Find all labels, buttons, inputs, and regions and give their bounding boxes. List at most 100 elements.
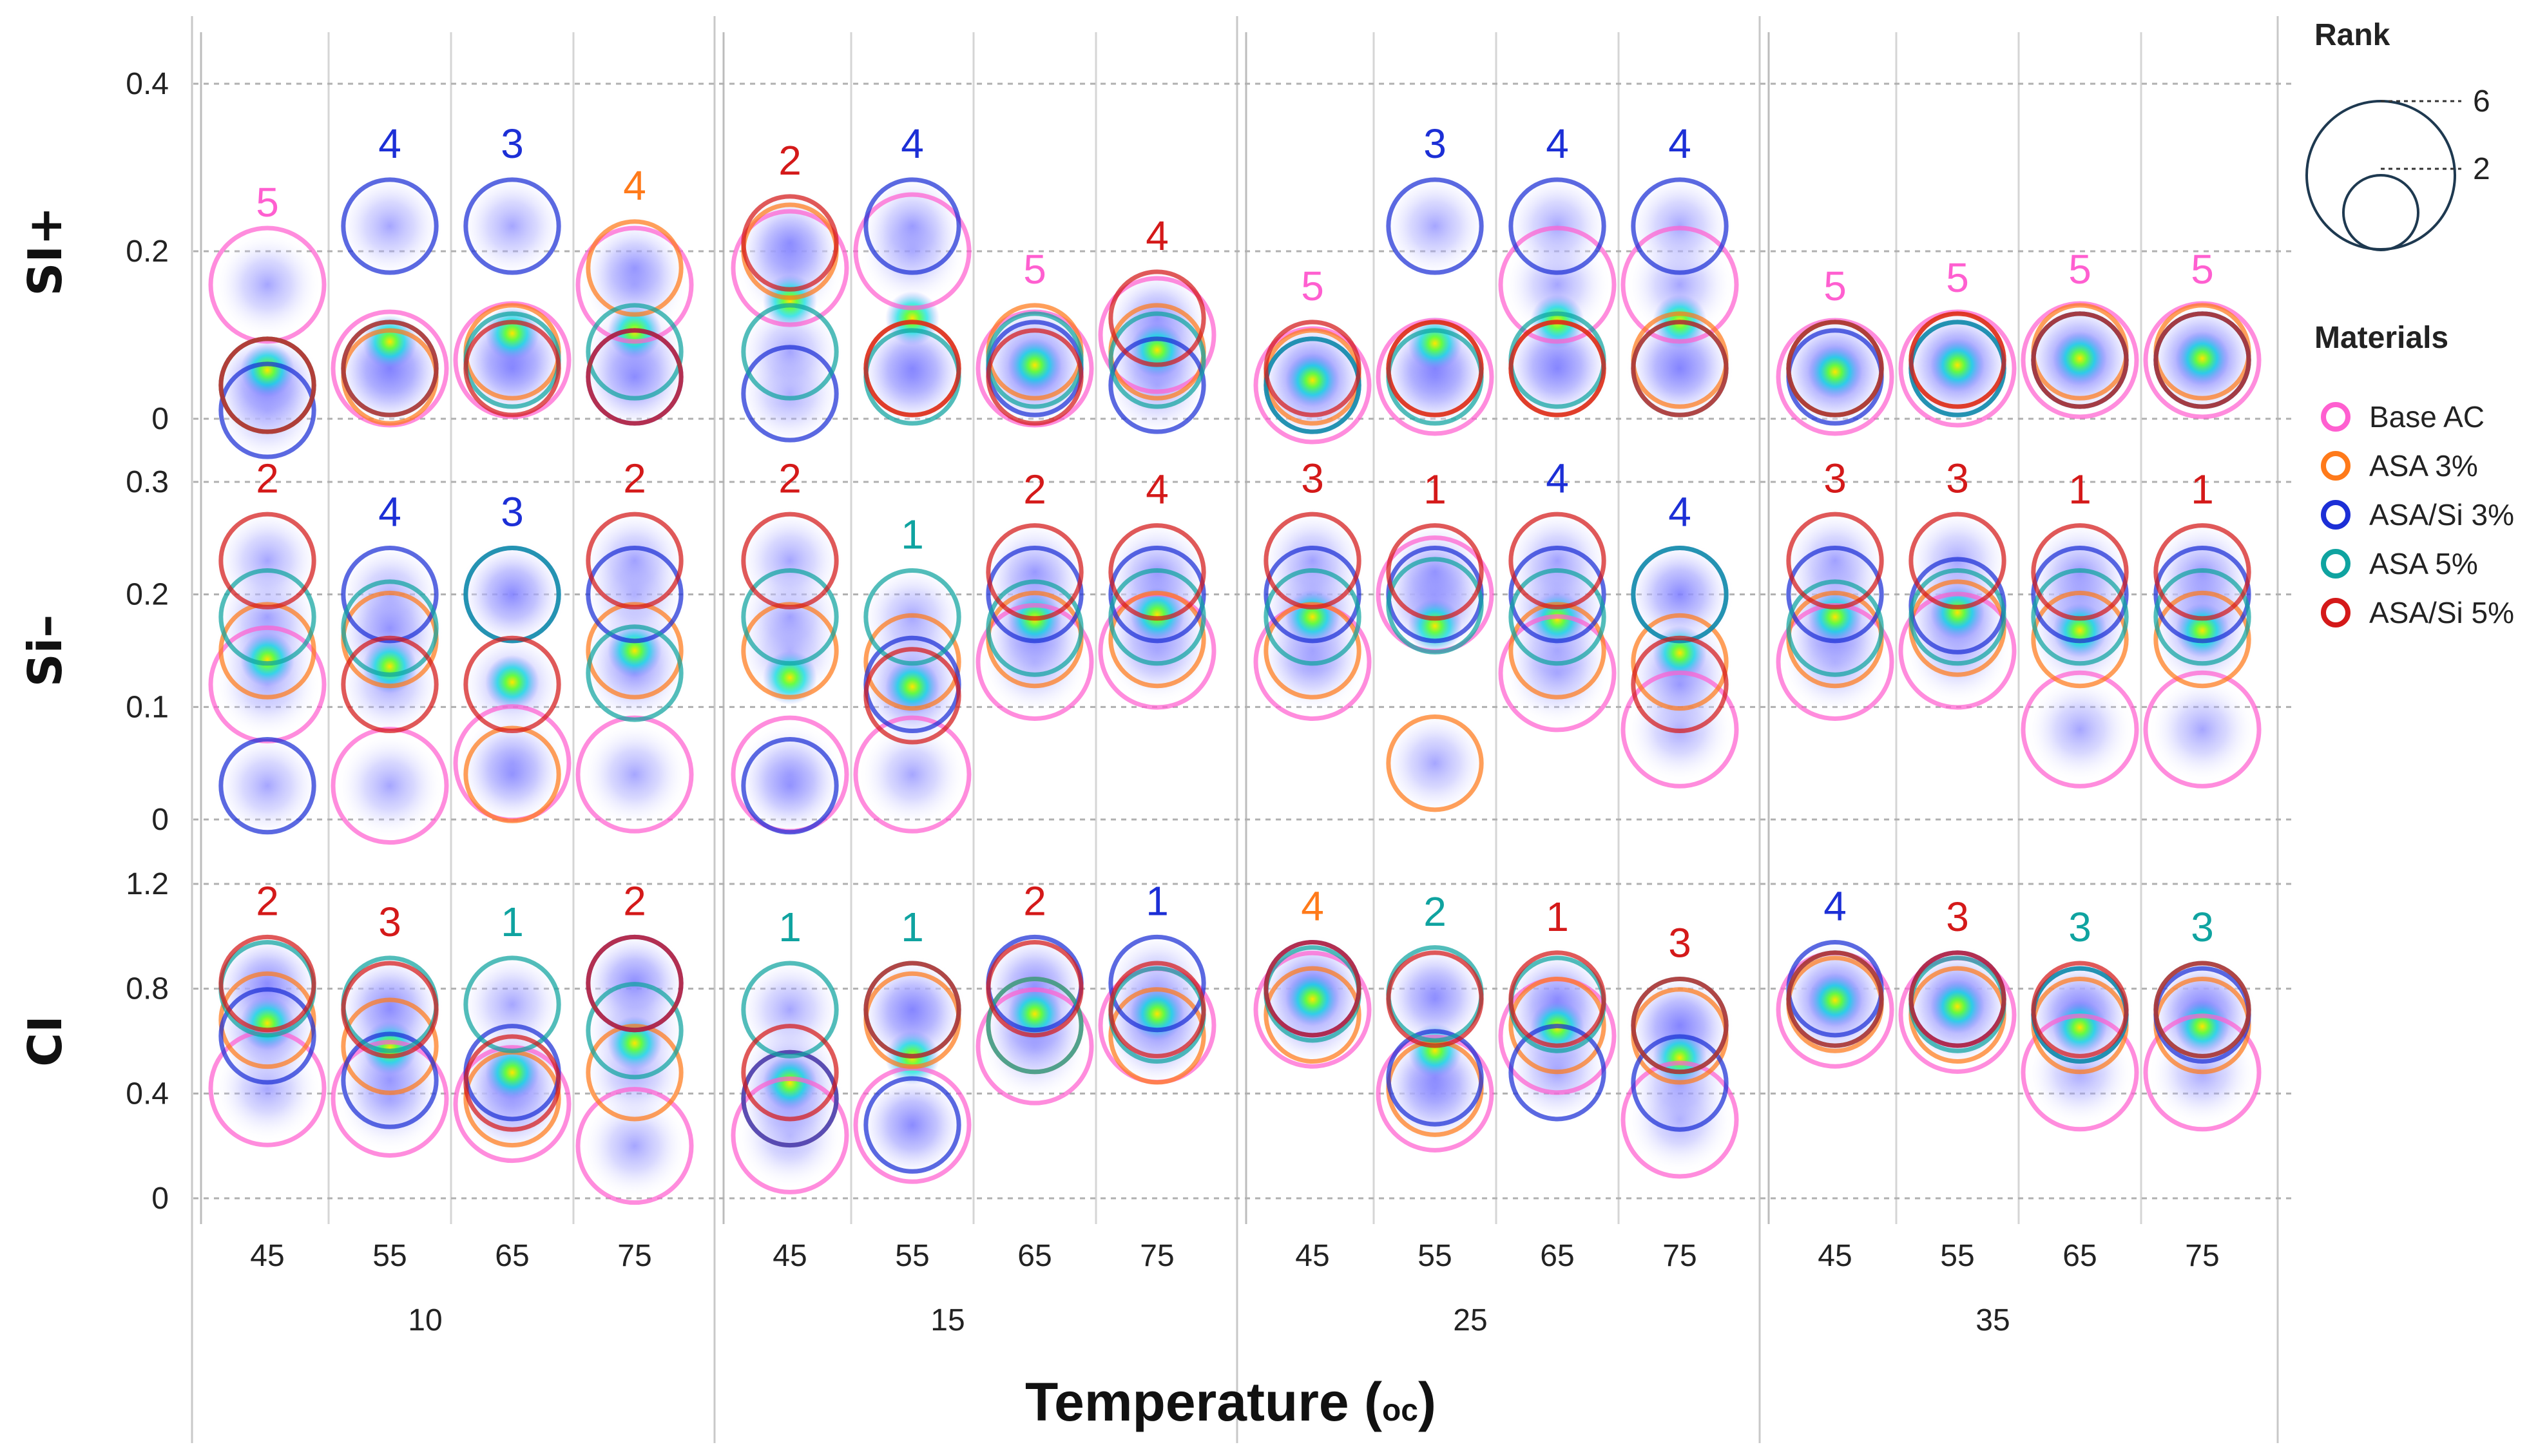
data-point-ring bbox=[2021, 1013, 2139, 1132]
data-point-ring bbox=[741, 736, 839, 835]
data-point-ring bbox=[741, 194, 839, 292]
rank-label: 2 bbox=[778, 455, 802, 501]
legend-material-label: ASA/Si 3% bbox=[2369, 498, 2514, 532]
data-point-ring bbox=[1508, 546, 1606, 644]
data-halo bbox=[336, 955, 444, 1064]
data-halo bbox=[213, 732, 322, 840]
data-point-ring bbox=[1508, 976, 1606, 1075]
legend-swatch bbox=[2321, 451, 2351, 481]
data-point-ring bbox=[741, 303, 839, 401]
legend-materials-title: Materials bbox=[2314, 321, 2448, 355]
data-hotspot bbox=[485, 1045, 539, 1100]
data-point-ring bbox=[2031, 568, 2129, 666]
rank-label: 2 bbox=[1023, 466, 1046, 513]
legend-swatch bbox=[2321, 402, 2351, 432]
data-point-ring bbox=[741, 568, 839, 666]
x-tick-label: 55 bbox=[372, 1239, 407, 1273]
rank-label: 4 bbox=[1668, 489, 1691, 535]
data-point-ring bbox=[586, 512, 684, 609]
rank-label: 1 bbox=[1546, 894, 1569, 940]
y-tick-label: 0.2 bbox=[126, 578, 169, 612]
data-point-ring bbox=[2143, 670, 2262, 789]
data-point-ring bbox=[2031, 590, 2129, 689]
x-tick-label: 55 bbox=[895, 1239, 929, 1273]
data-point-ring bbox=[1508, 177, 1606, 275]
data-hotspot bbox=[885, 291, 939, 345]
data-point-ring bbox=[463, 955, 561, 1053]
data-hotspot bbox=[763, 1056, 817, 1111]
data-point-ring bbox=[741, 345, 839, 443]
x-axis-title: Temperature (oc) bbox=[1025, 1372, 1436, 1432]
data-point-ring bbox=[731, 209, 849, 327]
data-point-ring bbox=[341, 579, 439, 677]
x-group-label: 35 bbox=[1976, 1303, 2010, 1337]
x-tick-label: 65 bbox=[1540, 1239, 1574, 1273]
data-point-ring bbox=[1386, 557, 1484, 655]
rank-label: 4 bbox=[623, 162, 646, 209]
data-point-ring bbox=[463, 1034, 561, 1132]
legend-material-label: ASA/Si 5% bbox=[2369, 596, 2514, 629]
rank-label: 3 bbox=[378, 899, 401, 945]
rank-label: 5 bbox=[1023, 246, 1046, 292]
data-hotspot bbox=[1130, 588, 1184, 642]
x-tick-label: 55 bbox=[1418, 1239, 1452, 1273]
data-point-ring bbox=[1108, 336, 1206, 434]
rank-label: 3 bbox=[1301, 455, 1324, 501]
data-point-ring bbox=[2031, 546, 2129, 644]
data-point-ring bbox=[1386, 950, 1484, 1048]
rank-label: 4 bbox=[901, 120, 924, 167]
data-point-ring bbox=[1498, 614, 1617, 733]
data-halo bbox=[736, 732, 844, 840]
data-point-ring bbox=[586, 1024, 684, 1122]
data-halo bbox=[458, 950, 566, 1058]
data-point-ring bbox=[1508, 1024, 1606, 1122]
data-point-ring bbox=[1264, 336, 1361, 434]
x-tick-label: 55 bbox=[1940, 1239, 1974, 1273]
data-point-ring bbox=[1631, 613, 1729, 711]
data-hotspot bbox=[885, 659, 939, 714]
data-hotspot bbox=[240, 632, 294, 687]
data-point-ring bbox=[1898, 591, 2017, 710]
data-point-ring bbox=[1631, 1034, 1729, 1132]
data-hotspot bbox=[1008, 338, 1062, 392]
rank-label: 3 bbox=[2191, 904, 2214, 950]
rank-label: 4 bbox=[1823, 883, 1847, 930]
data-point-ring bbox=[341, 546, 439, 644]
data-halo bbox=[1626, 630, 1734, 738]
data-point-ring bbox=[463, 725, 561, 823]
data-point-ring bbox=[1631, 177, 1729, 275]
data-halo bbox=[858, 1071, 966, 1179]
data-point-ring bbox=[218, 934, 316, 1033]
x-tick-label: 65 bbox=[495, 1239, 529, 1273]
rank-label: 5 bbox=[1946, 254, 1969, 301]
data-hotspot bbox=[1930, 979, 1985, 1034]
data-point-ring bbox=[218, 736, 316, 835]
data-point-ring bbox=[1098, 276, 1216, 394]
data-halo bbox=[213, 506, 322, 615]
data-point-ring bbox=[986, 976, 1084, 1075]
rank-label: 4 bbox=[378, 489, 401, 535]
data-point-ring bbox=[1786, 320, 1884, 417]
data-point-ring bbox=[2031, 523, 2129, 621]
data-hotspot bbox=[1285, 353, 1340, 408]
rank-label: 1 bbox=[1146, 878, 1169, 924]
x-group-label: 25 bbox=[1453, 1303, 1487, 1337]
data-point-ring bbox=[1376, 1034, 1494, 1153]
data-hotspot bbox=[1808, 345, 1862, 399]
legend-swatch bbox=[2321, 598, 2351, 627]
x-tick-label: 45 bbox=[1295, 1239, 1329, 1273]
data-point-ring bbox=[986, 328, 1084, 426]
data-point-ring bbox=[1508, 320, 1606, 417]
x-tick-label: 75 bbox=[2185, 1239, 2219, 1273]
data-point-ring bbox=[1508, 950, 1606, 1048]
data-point-ring bbox=[463, 546, 561, 644]
data-point-ring bbox=[586, 602, 684, 700]
data-point-ring bbox=[1631, 635, 1729, 734]
data-hotspot bbox=[240, 343, 294, 398]
data-point-ring bbox=[1108, 546, 1206, 644]
data-point-ring bbox=[1108, 590, 1206, 689]
data-hotspot bbox=[2053, 331, 2107, 386]
rank-label: 4 bbox=[1546, 455, 1569, 501]
data-halo bbox=[1503, 506, 1611, 615]
rank-label: 4 bbox=[1146, 213, 1169, 259]
